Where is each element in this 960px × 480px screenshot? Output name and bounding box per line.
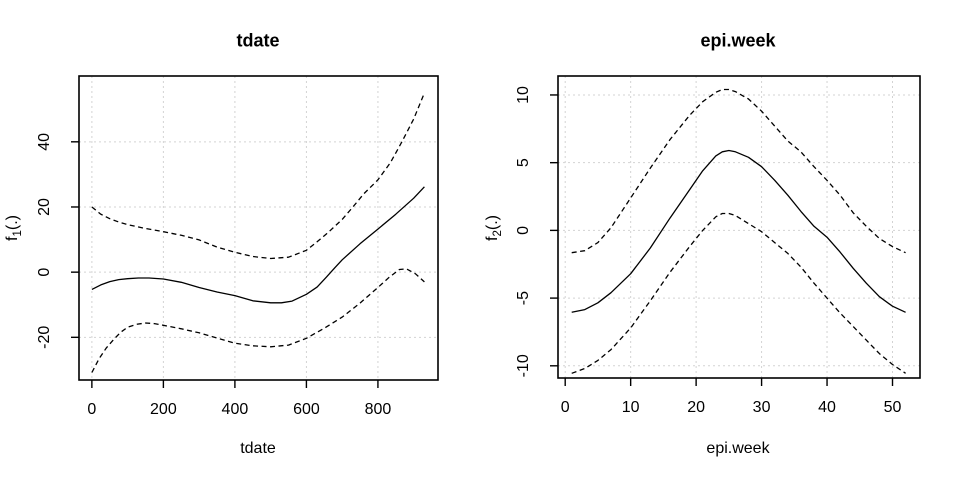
x-tick-label: 600: [293, 401, 320, 418]
x-axis-label: tdate: [240, 440, 276, 457]
y-axis-label-prefix: f: [3, 236, 21, 241]
x-tick-label: 30: [753, 399, 771, 416]
plot-title: tdate: [236, 30, 280, 51]
y-tick-label: 10: [515, 86, 532, 104]
y-axis-label: f1(.): [4, 215, 24, 241]
y-tick-label: 0: [36, 268, 53, 277]
y-tick-label: 40: [36, 133, 53, 151]
y-axis-label-prefix: f: [483, 236, 501, 241]
y-axis-label: f2(.): [484, 215, 504, 241]
plot-area-tdate: 0 200 400 600 800 -20 0 20 40: [36, 75, 439, 418]
y-tick-label: -20: [36, 326, 53, 349]
plot-title: epi.week: [700, 30, 776, 51]
lower-ci-curve: [91, 268, 425, 373]
lower-ci-curve: [571, 212, 906, 374]
y-tick-label: 20: [36, 198, 53, 216]
plot-border: [78, 75, 439, 381]
y-tick-label: -5: [515, 291, 532, 305]
x-tick-label: 200: [150, 401, 177, 418]
y-axis-label-subscript: 2: [492, 230, 505, 237]
fit-curve: [571, 149, 906, 313]
x-axis-label: epi.week: [706, 440, 770, 457]
upper-ci-curve: [571, 88, 906, 254]
y-axis-label-suffix: (.): [3, 215, 21, 231]
plot-area-epi-week: 0 10 20 30 40 50 -10 -5 0 5 10: [515, 75, 921, 416]
y-tick-label: -10: [515, 354, 532, 377]
x-tick-label: 10: [622, 399, 640, 416]
y-axis-label-subscript: 1: [12, 230, 25, 237]
plot-border: [557, 75, 921, 379]
x-tick-label: 800: [365, 401, 392, 418]
x-tick-label: 0: [87, 401, 96, 418]
x-tick-label: 40: [818, 399, 836, 416]
upper-ci-curve: [91, 92, 426, 260]
x-tick-label: 20: [687, 399, 705, 416]
panel-tdate: 0 200 400 600 800 -20 0 20 40 tdate f1(.) tdate: [4, 30, 439, 457]
y-axis-label-suffix: (.): [483, 215, 501, 231]
panel-epi-week: 0 10 20 30 40 50 -10 -5 0 5 10 epi.week f2(.) epi.…: [480, 0, 960, 480]
y-tick-label: 5: [515, 158, 532, 167]
x-tick-label: 400: [222, 401, 249, 418]
y-tick-label: 0: [515, 226, 532, 235]
fit-curve: [91, 186, 425, 304]
x-tick-label: 0: [561, 399, 570, 416]
x-tick-label: 50: [884, 399, 902, 416]
